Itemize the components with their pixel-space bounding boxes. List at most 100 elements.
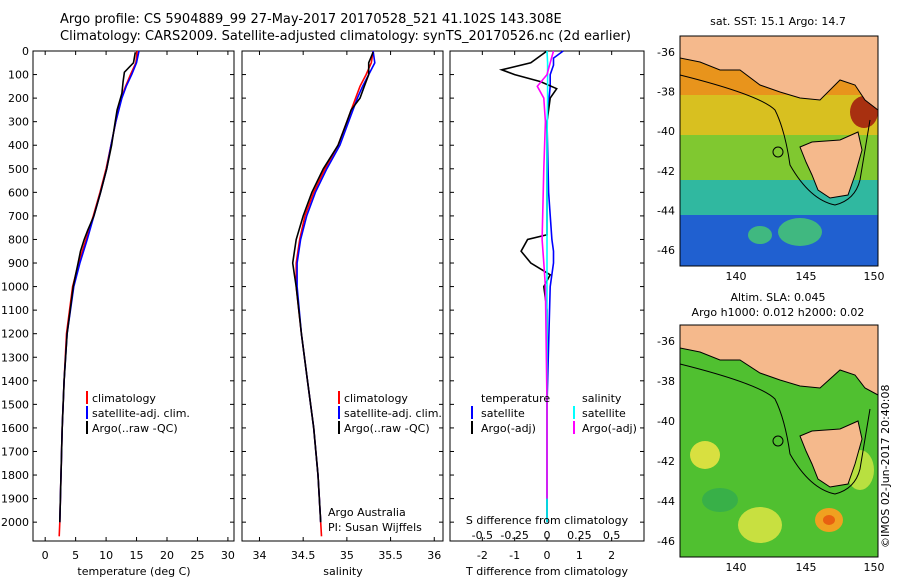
legend-t-argo: Argo(-adj) [481,422,536,435]
x-tick-label: -2 [477,549,488,562]
sla-map-title-2: Argo h1000: 0.012 h2000: 0.02 [692,306,865,319]
x-tick-label: 34 [252,549,266,562]
sla-map-frame [679,324,879,558]
series-line-satellite-adj-clim- [59,50,140,523]
sla-lat-tick-label: -38 [657,375,675,388]
depth-tick-label: 800 [8,233,29,246]
sla-blob-core [823,515,835,525]
sst-lat-tick-label: -46 [657,244,675,257]
series-line-satellite-adj-clim- [296,50,376,523]
sst-map [679,35,879,267]
s-diff-tick-label: 0.25 [567,529,592,542]
argo-location-marker [772,146,784,158]
sla-lon-tick-label: 150 [864,561,885,574]
argo-location-marker [772,435,784,447]
t-difference-xlabel: T difference from climatology [465,565,628,578]
depth-tick-label: 700 [8,210,29,223]
legend-satellite: satellite-adj. clim. [344,407,442,420]
sla-lat-tick-label: -44 [657,495,675,508]
sla-lat-tick-label: -36 [657,335,675,348]
depth-tick-label: 500 [8,163,29,176]
s-difference-xlabel: S difference from climatology [466,514,629,527]
depth-tick-label: 100 [8,69,29,82]
sla-lat-tick-label: -42 [657,455,675,468]
series-line-argo-raw-qc- [291,51,374,523]
argo-australia-label: Argo Australia [328,506,406,519]
depth-tick-label: 1100 [1,304,29,317]
sst-lat-tick-label: -42 [657,165,675,178]
legend-s-argo: Argo(-adj) [582,422,637,435]
sst-lat-tick-label: -38 [657,86,675,99]
x-tick-label: 34.5 [291,549,316,562]
temperature-legend: climatology satellite-adj. clim. Argo(..… [86,391,190,435]
x-tick-label: 30 [221,549,235,562]
s-diff-tick-label: 0.5 [603,529,621,542]
sla-lon-tick-label: 140 [726,561,747,574]
legend-temperature-heading: temperature [481,392,550,405]
series-line-climatology [295,50,374,537]
x-tick-label: 35 [340,549,354,562]
legend-t-satellite: satellite [481,407,525,420]
salinity-panel-frame [241,50,444,542]
legend-s-satellite: satellite [582,407,626,420]
temperature-panel-frame [32,50,235,542]
depth-tick-label: 200 [8,92,29,105]
sst-lon-tick-label: 145 [796,270,817,283]
sst-lon-tick-label: 140 [726,270,747,283]
sst-lat-tick-label: -40 [657,125,675,138]
series-line-climatology [58,50,138,537]
legend-argo: Argo(..raw -QC) [344,422,430,435]
series-line-t-argo-adj- [498,50,558,523]
sla-isobath [679,363,871,495]
salinity-xlabel: salinity [323,565,363,578]
temperature-xlabel: temperature (deg C) [77,565,190,578]
x-tick-label: 10 [99,549,113,562]
s-diff-tick-label: -0.25 [500,529,528,542]
sst-eddy [778,218,822,246]
difference-legend: temperature satellite Argo(-adj) salinit… [471,392,637,435]
sst-band-cold [680,215,878,266]
series-line-argo-raw-qc- [59,52,137,523]
tasmania [799,131,863,199]
sla-lat-tick-label: -40 [657,415,675,428]
sst-map-frame [679,35,879,267]
x-tick-label: 5 [72,549,79,562]
pi-label: PI: Susan Wijffels [328,521,422,534]
depth-tick-label: 1500 [1,398,29,411]
x-tick-label: 1 [576,549,583,562]
depth-tick-label: 2000 [1,516,29,529]
x-tick-label: 36 [427,549,441,562]
sst-map-title: sat. SST: 15.1 Argo: 14.7 [710,15,846,28]
x-tick-label: 2 [608,549,615,562]
legend-satellite: satellite-adj. clim. [92,407,190,420]
depth-tick-label: 1300 [1,351,29,364]
s-diff-tick-label: 0 [544,529,551,542]
legend-salinity-heading: salinity [582,392,622,405]
climatology-title: Climatology: CARS2009. Satellite-adjuste… [60,29,631,44]
depth-tick-label: 900 [8,257,29,270]
sst-eddy-2 [748,226,772,244]
sla-map-title-1: Altim. SLA: 0.045 [730,291,825,304]
sst-isobath [679,74,871,206]
salinity-legend: climatology satellite-adj. clim. Argo(..… [338,391,442,435]
x-tick-label: 20 [160,549,174,562]
depth-tick-label: 1900 [1,493,29,506]
depth-tick-label: 0 [22,45,29,58]
sla-lat-tick-label: -46 [657,535,675,548]
depth-tick-label: 400 [8,139,29,152]
depth-tick-label: 1000 [1,281,29,294]
depth-tick-label: 1700 [1,445,29,458]
sla-map [679,324,879,558]
legend-climatology: climatology [344,392,408,405]
x-tick-label: -1 [509,549,520,562]
tasmania [799,420,863,488]
mainland-australia [679,35,879,112]
profile-title: Argo profile: CS 5904889_99 27-May-2017 … [60,12,562,27]
legend-climatology: climatology [92,392,156,405]
sla-blob [690,441,720,469]
sst-lon-tick-label: 150 [864,270,885,283]
x-tick-label: 35.5 [378,549,403,562]
sst-band-warm [680,95,878,135]
s-diff-tick-label: -0.5 [472,529,493,542]
